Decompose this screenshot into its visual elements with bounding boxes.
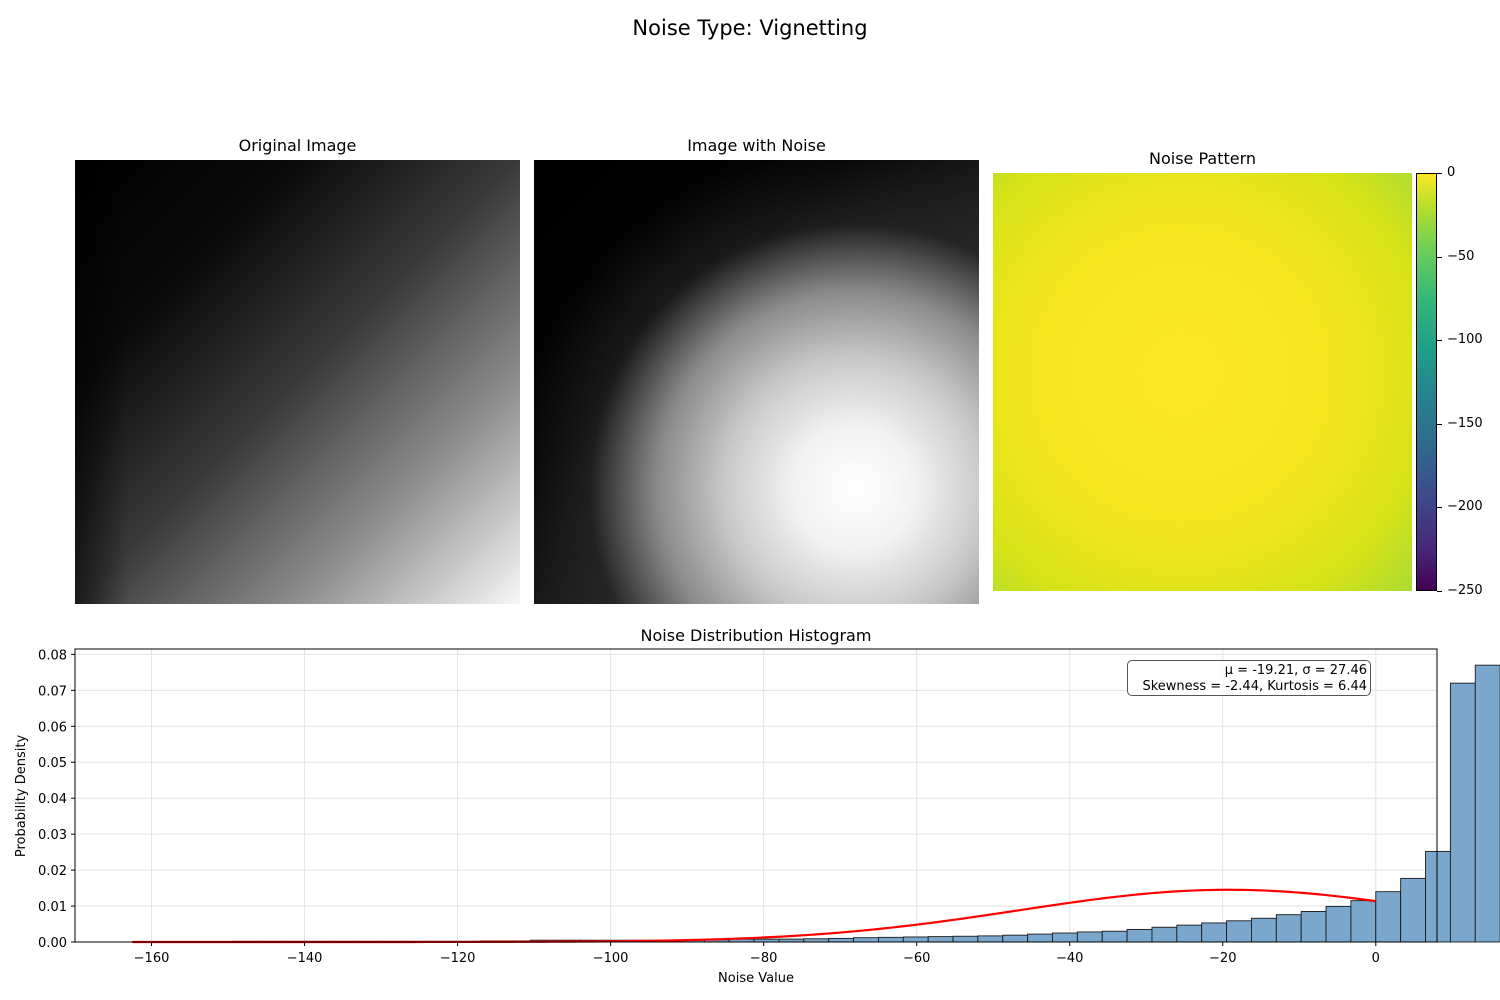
colorbar-tick-mark xyxy=(1437,507,1442,509)
colorbar-tick-mark xyxy=(1437,256,1442,258)
histogram-bar xyxy=(1151,926,1178,943)
x-tick-label: −120 xyxy=(440,951,476,966)
histogram-bars xyxy=(131,664,1500,943)
y-tick-label: 0.01 xyxy=(38,900,67,915)
x-tick-label: −40 xyxy=(1056,951,1083,966)
stats-line-skew-kurt: Skewness = -2.44, Kurtosis = 6.44 xyxy=(1142,679,1367,694)
y-tick-label: 0.02 xyxy=(38,864,67,879)
x-tick-label: −100 xyxy=(593,951,629,966)
x-tick-label: 0 xyxy=(1372,951,1380,966)
histogram-title: Noise Distribution Histogram xyxy=(641,626,872,645)
x-tick-label: −140 xyxy=(287,951,323,966)
histogram-bar xyxy=(1226,920,1252,943)
histogram-bar xyxy=(902,936,929,943)
histogram-bar xyxy=(1425,850,1451,943)
histogram-bar xyxy=(828,937,855,943)
y-tick-label: 0.06 xyxy=(38,720,67,735)
colorbar-tick-label: −50 xyxy=(1447,248,1475,264)
x-tick-label: −20 xyxy=(1209,951,1236,966)
y-axis-label: Probability Density xyxy=(14,735,29,858)
noise-pattern-title: Noise Pattern xyxy=(1148,149,1257,168)
original-image xyxy=(75,160,520,604)
histogram-bar xyxy=(1350,900,1377,943)
y-tick-label: 0.00 xyxy=(38,936,67,951)
histogram-bar xyxy=(853,937,879,943)
colorbar-tick-label: −250 xyxy=(1447,583,1483,598)
x-tick-label: −60 xyxy=(903,951,930,966)
histogram-bar xyxy=(1449,682,1476,943)
y-tick-label: 0.03 xyxy=(38,828,67,843)
colorbar-tick-label: −150 xyxy=(1447,415,1483,431)
noisy-image xyxy=(534,160,979,604)
original-image-title: Original Image xyxy=(238,136,357,155)
histogram-bar xyxy=(1101,930,1128,943)
colorbar-tick-mark xyxy=(1437,173,1442,174)
colorbar-tick-mark xyxy=(1437,340,1442,342)
plot-frame xyxy=(74,648,1438,943)
y-tick-label: 0.08 xyxy=(38,648,67,663)
stats-annotation: μ = -19.21, σ = 27.46 Skewness = -2.44, … xyxy=(1127,660,1371,696)
colorbar-tick-mark xyxy=(1437,591,1442,592)
x-axis-ticks: −160 −140 −120 −100 −80 −60 −40 −20 0 xyxy=(134,942,1380,966)
histogram-bar xyxy=(1076,931,1103,943)
histogram-bar xyxy=(1002,934,1029,943)
histogram-bar xyxy=(927,936,954,943)
stats-line-mean-std: μ = -19.21, σ = 27.46 xyxy=(1224,663,1367,678)
histogram-bar xyxy=(1275,914,1302,943)
colorbar-tick-label: −200 xyxy=(1447,499,1483,515)
y-axis-ticks: 0.00 0.01 0.02 0.03 0.04 0.05 0.06 0.07 0.08 xyxy=(38,648,75,951)
histogram-bar xyxy=(1325,905,1352,943)
x-axis-label: Noise Value xyxy=(718,971,794,986)
histogram-bar xyxy=(1126,928,1153,943)
histogram-bar xyxy=(877,936,904,943)
histogram-bar xyxy=(1027,933,1053,943)
colorbar-tick-mark xyxy=(1437,423,1442,425)
histogram-bar xyxy=(977,935,1004,943)
noisy-image-title: Image with Noise xyxy=(687,136,826,155)
histogram-bar xyxy=(1300,910,1327,943)
histogram-bar xyxy=(952,935,979,943)
histogram-bar xyxy=(1375,891,1402,943)
x-tick-label: −160 xyxy=(134,951,170,966)
x-tick-label: −80 xyxy=(750,951,777,966)
histogram-bar xyxy=(1400,877,1426,943)
colorbar-tick-label: 0 xyxy=(1447,165,1456,180)
y-tick-label: 0.04 xyxy=(38,792,67,807)
histogram-bar xyxy=(1250,917,1277,943)
histogram-bar xyxy=(1052,932,1078,943)
figure-title: Noise Type: Vignetting xyxy=(632,16,868,40)
y-tick-label: 0.05 xyxy=(38,756,67,771)
y-tick-label: 0.07 xyxy=(38,684,67,699)
colorbar-tick-label: −100 xyxy=(1447,332,1483,348)
histogram-bar xyxy=(1176,924,1203,943)
noise-pattern-image xyxy=(993,173,1412,591)
colorbar xyxy=(1416,173,1437,591)
histogram-bar xyxy=(1201,922,1228,943)
histogram-bar xyxy=(1474,664,1500,943)
